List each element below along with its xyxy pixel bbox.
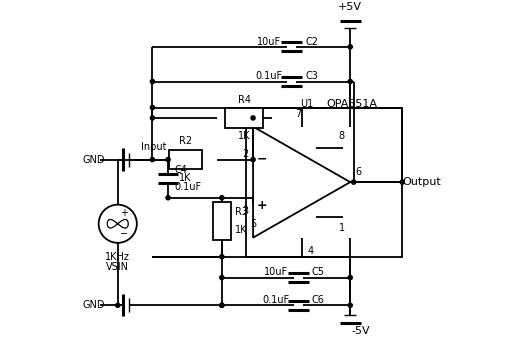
Text: GND: GND	[82, 155, 105, 165]
Text: 1KHz: 1KHz	[106, 252, 130, 262]
Text: C2: C2	[305, 37, 318, 47]
Circle shape	[251, 116, 255, 120]
Circle shape	[348, 45, 352, 49]
Text: 1: 1	[339, 223, 345, 233]
Circle shape	[166, 196, 170, 200]
Bar	[213, 202, 230, 240]
Text: 10uF: 10uF	[256, 37, 281, 47]
Text: Output: Output	[402, 177, 441, 187]
Text: R4: R4	[238, 95, 251, 105]
Circle shape	[115, 303, 120, 307]
Text: R3: R3	[235, 207, 248, 217]
Text: 1K: 1K	[179, 173, 192, 183]
Circle shape	[166, 157, 170, 162]
Text: −: −	[256, 152, 267, 165]
Text: 3: 3	[243, 206, 249, 216]
Text: GND: GND	[82, 300, 105, 310]
Text: +5V: +5V	[338, 2, 362, 12]
Bar	[246, 107, 402, 257]
Bar	[169, 150, 202, 169]
Circle shape	[251, 157, 255, 162]
Circle shape	[220, 255, 224, 259]
Text: R2: R2	[179, 136, 192, 146]
Circle shape	[220, 196, 224, 200]
Circle shape	[348, 276, 352, 280]
Text: 0.1uF: 0.1uF	[262, 295, 289, 305]
Circle shape	[220, 276, 224, 280]
Text: C5: C5	[311, 267, 324, 277]
Text: 10uF: 10uF	[264, 267, 288, 277]
Text: U1: U1	[300, 99, 313, 109]
Text: 8: 8	[339, 131, 345, 141]
Text: 0.1uF: 0.1uF	[255, 71, 282, 81]
Text: Input: Input	[141, 142, 166, 152]
Text: VSIN: VSIN	[106, 262, 129, 272]
Circle shape	[400, 180, 405, 184]
Text: C6: C6	[311, 295, 324, 305]
Text: 0.1uF: 0.1uF	[174, 182, 201, 192]
Text: +: +	[256, 199, 267, 212]
Text: 4: 4	[307, 246, 314, 256]
Text: 2: 2	[243, 149, 249, 159]
Polygon shape	[253, 127, 350, 238]
Circle shape	[220, 303, 224, 307]
Text: 1K: 1K	[235, 225, 248, 235]
Text: -5V: -5V	[352, 326, 371, 336]
Text: −: −	[120, 229, 128, 239]
Text: C4: C4	[174, 165, 187, 175]
Circle shape	[220, 303, 224, 307]
Circle shape	[348, 79, 352, 84]
Text: OPA551A: OPA551A	[326, 99, 377, 109]
Text: C3: C3	[305, 71, 318, 81]
Text: 1K: 1K	[238, 131, 251, 141]
Circle shape	[348, 303, 352, 307]
Text: +: +	[121, 208, 128, 218]
Circle shape	[150, 105, 154, 110]
Circle shape	[150, 79, 154, 84]
Bar	[225, 108, 264, 128]
Circle shape	[150, 116, 154, 120]
Text: 5: 5	[250, 219, 256, 229]
Text: 6: 6	[356, 167, 362, 177]
Text: 7: 7	[295, 109, 301, 119]
Circle shape	[150, 157, 154, 162]
Circle shape	[352, 180, 356, 184]
